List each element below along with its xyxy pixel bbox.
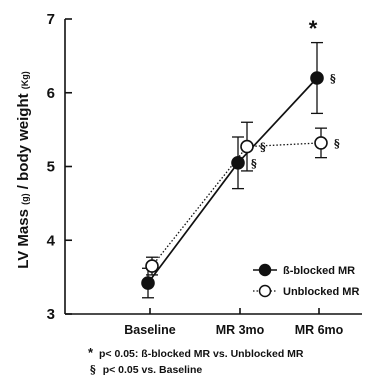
- footnote-sig: § p< 0.05 vs. Baseline: [90, 363, 202, 376]
- data-point-unblocked: [314, 136, 328, 150]
- y-axis-label-mid: / body weight: [15, 93, 32, 189]
- error-bars: [142, 41, 327, 299]
- data-point-unblocked: [145, 259, 159, 273]
- footnote-sig-text: p< 0.05 vs. Baseline: [103, 364, 203, 376]
- legend-marker-unblocked: [258, 284, 272, 298]
- footnote-sig-symbol: §: [90, 363, 96, 376]
- legend: ß-blocked MR Unblocked MR: [253, 263, 359, 298]
- y-axis: 3 4 5 6 7: [47, 11, 72, 323]
- data-point-blocked: [231, 156, 245, 170]
- significance-marks: § §§§: [251, 72, 340, 170]
- legend-label-unblocked: Unblocked MR: [283, 286, 359, 298]
- y-tick-label: 4: [47, 232, 56, 249]
- star-annotation: *: [309, 16, 318, 41]
- significance-mark: §: [251, 157, 257, 170]
- y-tick-label: 5: [47, 159, 55, 176]
- footnote-star-symbol: *: [88, 345, 94, 360]
- y-axis-label: LV Mass (g) / body weight (Kg): [15, 71, 32, 269]
- y-axis-label-unit1: (g): [20, 193, 30, 205]
- x-tick-label: Baseline: [124, 323, 175, 337]
- series-lines: [147, 77, 322, 284]
- legend-label-blocked: ß-blocked MR: [283, 265, 355, 277]
- legend-marker-blocked: [258, 263, 272, 277]
- x-tick-label: MR 3mo: [216, 323, 265, 337]
- data-point-unblocked: [240, 139, 254, 154]
- y-tick-label: 6: [47, 85, 55, 102]
- x-axis: Baseline MR 3mo MR 6mo: [65, 308, 362, 337]
- data-point-blocked: [141, 276, 155, 290]
- y-axis-label-unit2: (Kg): [20, 71, 30, 89]
- series-line-blocked: [147, 77, 318, 284]
- significance-mark: §: [330, 72, 336, 85]
- footnote-star: * p< 0.05: ß-blocked MR vs. Unblocked MR: [88, 345, 304, 360]
- x-tick-label: MR 6mo: [295, 323, 344, 337]
- significance-mark: §: [334, 137, 340, 150]
- data-point-blocked: [310, 71, 324, 85]
- data-points: [141, 71, 328, 290]
- y-tick-label: 3: [47, 306, 55, 323]
- y-tick-label: 7: [47, 11, 55, 28]
- footnote-star-text: p< 0.05: ß-blocked MR vs. Unblocked MR: [99, 348, 304, 360]
- significance-mark: §: [260, 141, 266, 154]
- y-axis-label-main: LV Mass: [15, 209, 32, 269]
